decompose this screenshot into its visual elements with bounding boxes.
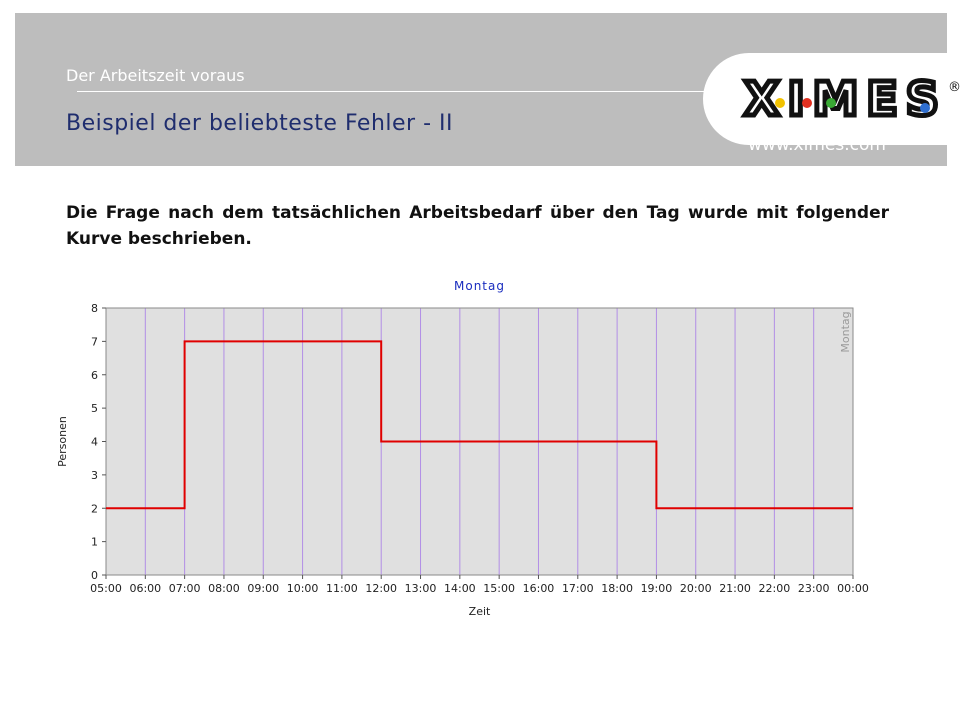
logo-dot-yellow [775, 98, 785, 108]
x-tick-label: 16:00 [523, 582, 555, 595]
y-tick-label: 7 [91, 335, 98, 348]
x-tick-label: 06:00 [129, 582, 161, 595]
data-series-line [106, 340, 853, 510]
y-tick-label: 6 [91, 369, 98, 382]
ximes-logo: XIMES ® [742, 70, 960, 129]
logo-dot-blue [920, 103, 930, 113]
x-tick-label: 12:00 [365, 582, 397, 595]
y-tick-label: 3 [91, 469, 98, 482]
registered-mark: ® [948, 80, 960, 95]
x-tick-label: 20:00 [680, 582, 712, 595]
y-tick-label: 2 [91, 502, 98, 515]
x-tick-label: 09:00 [247, 582, 279, 595]
x-tick-label: 15:00 [483, 582, 515, 595]
x-tick-label: 18:00 [601, 582, 633, 595]
logo-dot-red [802, 98, 812, 108]
x-tick-label: 11:00 [326, 582, 358, 595]
x-tick-label: 05:00 [90, 582, 122, 595]
x-tick-label: 22:00 [759, 582, 791, 595]
y-tick-label: 0 [91, 569, 98, 582]
x-tick-label: 13:00 [405, 582, 437, 595]
header-divider [77, 91, 717, 92]
series-label: Montag [839, 311, 852, 352]
chart-title: Montag [454, 279, 505, 293]
x-tick-label: 07:00 [169, 582, 201, 595]
page-title: Beispiel der beliebteste Fehler - II [66, 111, 453, 136]
x-tick-label: 10:00 [287, 582, 319, 595]
header-banner: Der Arbeitszeit voraus Beispiel der beli… [15, 13, 960, 166]
tagline: Der Arbeitszeit voraus [66, 66, 245, 85]
workload-chart: 0 1 2 3 4 5 6 7 8 05:00 06:00 07:00 08:00 09:00 10:00 1… [56, 279, 869, 618]
y-tick-label: 5 [91, 402, 98, 415]
logo-wordmark: XIMES [744, 72, 947, 126]
intro-text: Die Frage nach dem tatsächlichen Arbeits… [66, 203, 889, 249]
y-tick-label: 8 [91, 302, 98, 315]
x-tick-label: 00:00 [837, 582, 869, 595]
x-tick-label: 23:00 [798, 582, 830, 595]
website-url: www.ximes.com [748, 135, 886, 155]
y-tick-label: 4 [91, 436, 98, 449]
x-tick-label: 17:00 [562, 582, 594, 595]
logo-dot-green [826, 98, 836, 108]
logo-badge: XIMES ® [703, 53, 960, 145]
x-tick-label: 19:00 [641, 582, 673, 595]
x-tick-label: 21:00 [719, 582, 751, 595]
y-axis-label: Personen [56, 416, 69, 467]
x-tick-label: 14:00 [444, 582, 476, 595]
x-tick-label: 08:00 [208, 582, 240, 595]
x-axis-label: Zeit [469, 605, 491, 618]
y-tick-label: 1 [91, 536, 98, 549]
